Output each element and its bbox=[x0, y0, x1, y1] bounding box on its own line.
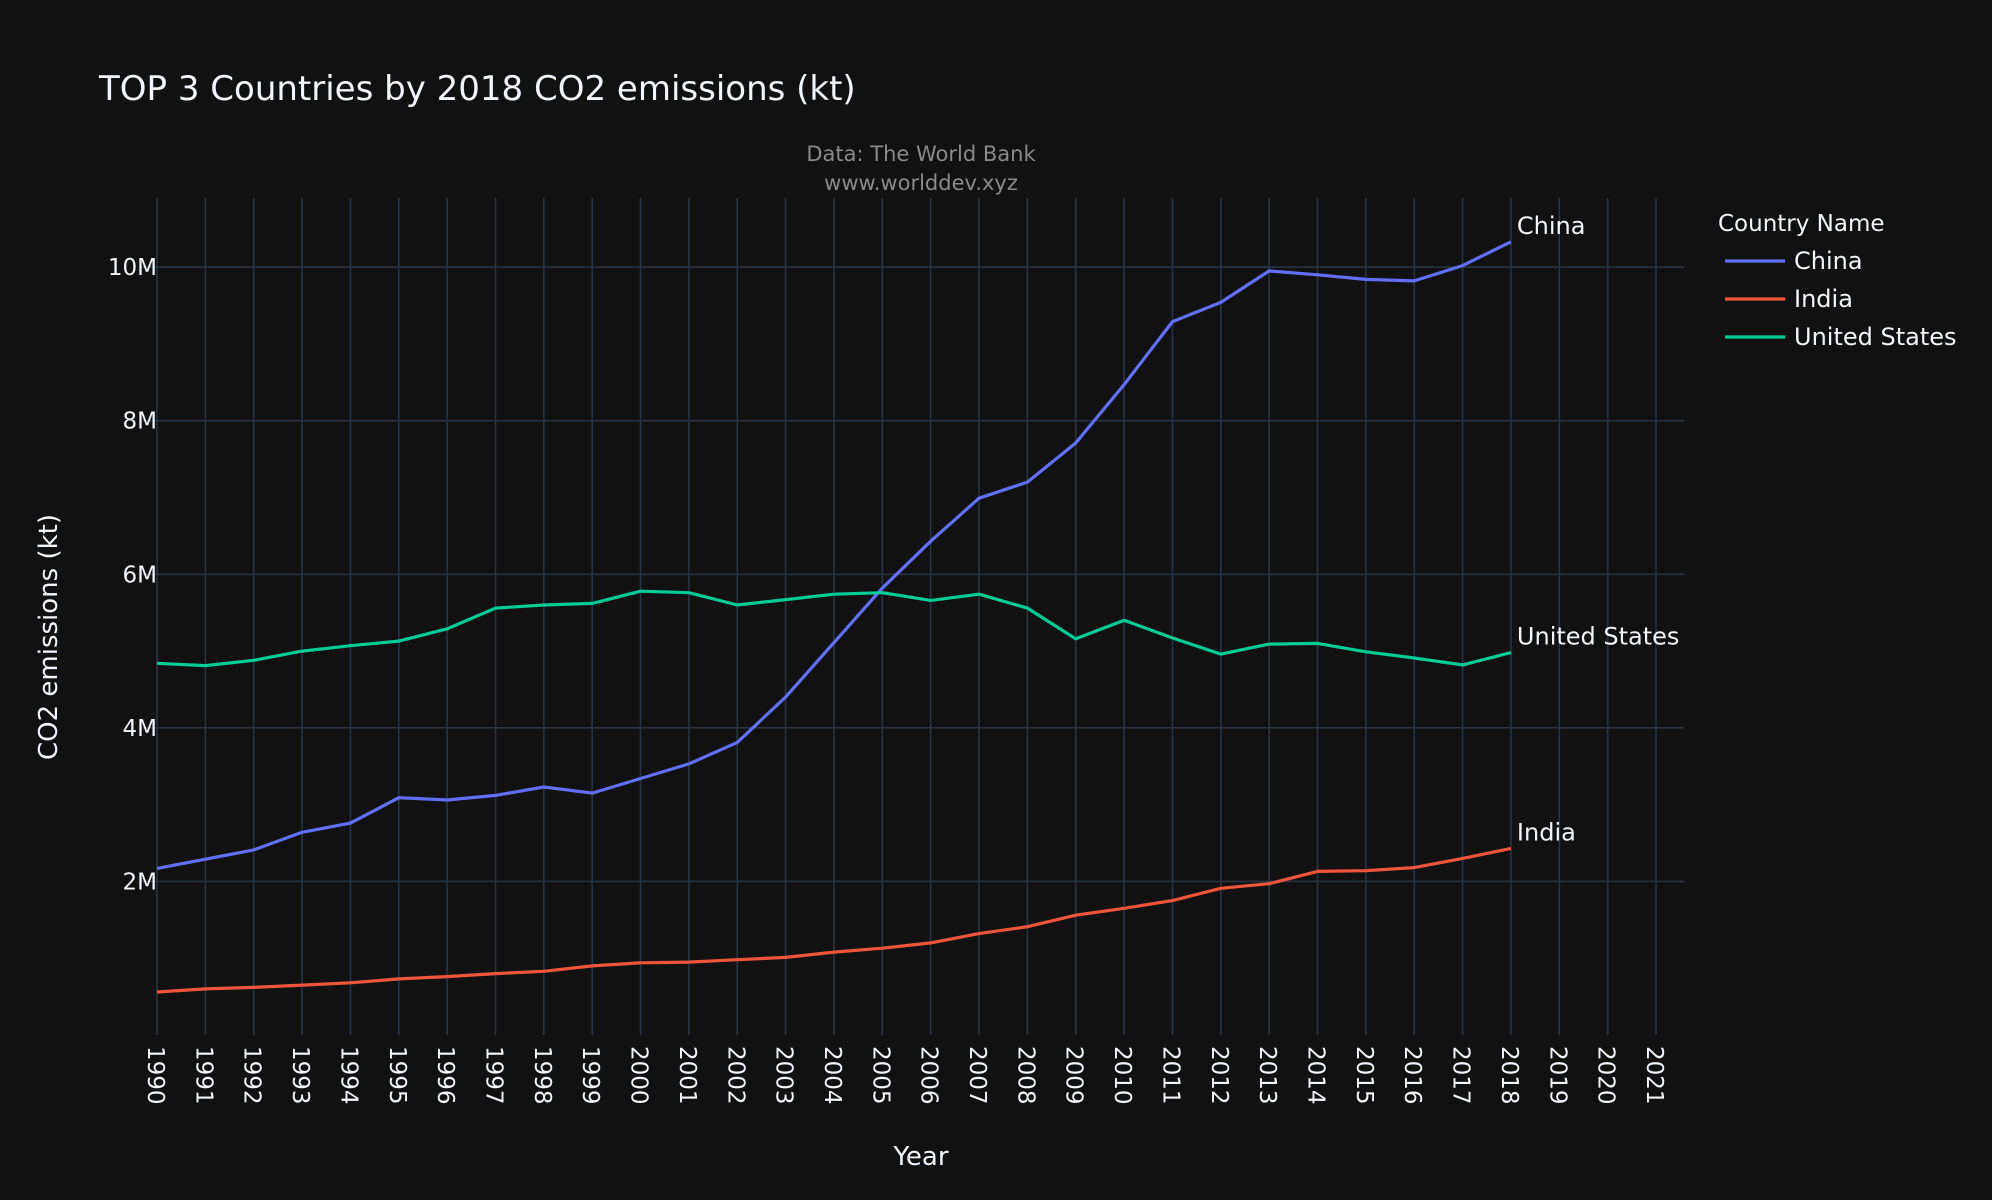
x-tick-label-2008: 2008 bbox=[1012, 1046, 1038, 1105]
legend-label-china: China bbox=[1794, 247, 1863, 275]
legend-title: Country Name bbox=[1718, 211, 1885, 237]
x-tick-label-2003: 2003 bbox=[771, 1046, 797, 1105]
legend-items: China India United States bbox=[1725, 247, 1957, 351]
x-tick-label-2014: 2014 bbox=[1303, 1046, 1329, 1105]
x-tick-labels: 1990 1991 1992 1993 1994 1995 1996 1997 1998 1999… bbox=[142, 1046, 1667, 1105]
y-tick-label-10M: 10M bbox=[108, 255, 157, 281]
x-tick-label-2012: 2012 bbox=[1206, 1046, 1232, 1105]
x-tick-label-2011: 2011 bbox=[1157, 1046, 1183, 1105]
x-tick-label-1996: 1996 bbox=[432, 1046, 458, 1105]
series-line-china bbox=[156, 240, 1512, 870]
series-line-united-states bbox=[156, 589, 1512, 668]
x-axis-title: Year bbox=[892, 1142, 948, 1172]
end-label-china: China bbox=[1517, 212, 1586, 240]
x-tick-label-2000: 2000 bbox=[626, 1046, 652, 1105]
x-tick-label-1998: 1998 bbox=[529, 1046, 555, 1105]
x-tick-label-2019: 2019 bbox=[1544, 1046, 1570, 1105]
y-tick-labels: 2M 4M 6M 8M 10M bbox=[108, 255, 157, 895]
x-tick-label-2018: 2018 bbox=[1496, 1046, 1522, 1105]
x-tick-label-2005: 2005 bbox=[867, 1046, 893, 1105]
end-label-united-states: United States bbox=[1517, 623, 1680, 651]
series-line-india bbox=[156, 846, 1512, 994]
x-tick-label-2010: 2010 bbox=[1109, 1046, 1135, 1105]
grid-layer bbox=[141, 198, 1684, 1035]
x-tick-label-2016: 2016 bbox=[1399, 1046, 1425, 1105]
x-tick-label-1991: 1991 bbox=[190, 1046, 216, 1105]
x-tick-label-1993: 1993 bbox=[287, 1046, 313, 1105]
legend-label-united-states: United States bbox=[1794, 323, 1957, 351]
x-tick-label-2015: 2015 bbox=[1351, 1046, 1377, 1105]
y-tick-label-6M: 6M bbox=[123, 562, 157, 588]
x-tick-label-1994: 1994 bbox=[335, 1046, 361, 1105]
x-tick-label-1999: 1999 bbox=[577, 1046, 603, 1105]
x-tick-label-2007: 2007 bbox=[964, 1046, 990, 1105]
y-tick-label-8M: 8M bbox=[123, 409, 157, 435]
end-labels: China India United States bbox=[1517, 212, 1680, 847]
x-tick-label-2020: 2020 bbox=[1593, 1046, 1619, 1105]
x-tick-label-2017: 2017 bbox=[1448, 1046, 1474, 1105]
x-tick-label-2021: 2021 bbox=[1641, 1046, 1667, 1105]
legend-label-india: India bbox=[1794, 285, 1853, 313]
x-tick-label-2006: 2006 bbox=[916, 1046, 942, 1105]
x-tick-label-2009: 2009 bbox=[1061, 1046, 1087, 1105]
series-layer bbox=[156, 240, 1512, 994]
x-tick-label-2013: 2013 bbox=[1254, 1046, 1280, 1105]
y-axis-title: CO2 emissions (kt) bbox=[34, 514, 64, 760]
end-label-india: India bbox=[1517, 818, 1576, 846]
chart-title: TOP 3 Countries by 2018 CO2 emissions (k… bbox=[98, 69, 856, 109]
x-tick-label-1990: 1990 bbox=[142, 1046, 168, 1105]
x-tick-label-2004: 2004 bbox=[819, 1046, 845, 1105]
chart-subtitle-url: www.worlddev.xyz bbox=[824, 171, 1018, 195]
chart-subtitle-source: Data: The World Bank bbox=[806, 142, 1036, 166]
x-tick-label-2001: 2001 bbox=[674, 1046, 700, 1105]
y-tick-label-4M: 4M bbox=[123, 716, 157, 742]
legend: Country Name China India United States bbox=[1718, 211, 1957, 351]
x-tick-label-1997: 1997 bbox=[480, 1046, 506, 1105]
x-tick-label-1992: 1992 bbox=[239, 1046, 265, 1105]
x-tick-label-2002: 2002 bbox=[722, 1046, 748, 1105]
x-tick-label-1995: 1995 bbox=[384, 1046, 410, 1105]
y-tick-label-2M: 2M bbox=[123, 869, 157, 895]
